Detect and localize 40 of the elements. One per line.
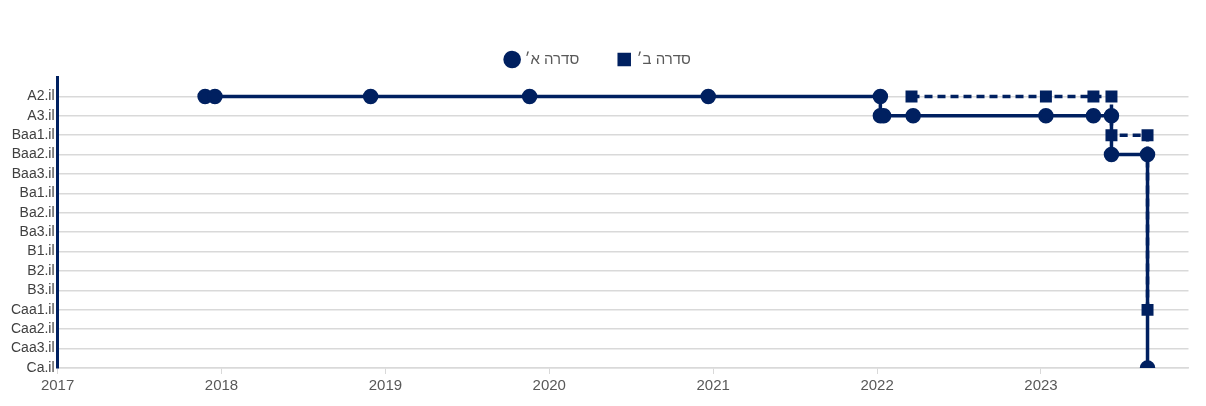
- point: [1139, 146, 1156, 163]
- x-tick-label: 2023: [1024, 376, 1058, 394]
- point: [905, 90, 918, 103]
- point: [362, 88, 379, 105]
- category-label: Ba3.il: [19, 223, 55, 240]
- x-tick-label: 2019: [368, 376, 403, 394]
- point: [1038, 107, 1054, 124]
- category-label: B3.il: [27, 281, 55, 298]
- legend-label: סדרה ב׳: [636, 49, 692, 67]
- category-label: Caa3.il: [10, 339, 55, 356]
- category-label: Baa3.il: [11, 164, 55, 181]
- x-tick-label: 2022: [860, 376, 894, 394]
- category-label: Baa2.il: [11, 145, 55, 162]
- category-label: Baa1.il: [11, 126, 55, 143]
- point: [521, 88, 538, 105]
- category-label: Ca.il: [26, 358, 55, 375]
- point: [1103, 146, 1120, 163]
- point: [1103, 107, 1120, 124]
- category-label: A2.il: [27, 87, 55, 104]
- x-tick-label: 2017: [40, 376, 75, 394]
- legend-label: סדרה א׳: [524, 49, 580, 67]
- category-label: Ba2.il: [19, 203, 55, 220]
- point: [905, 107, 921, 124]
- point: [207, 88, 223, 105]
- category-label: Ba1.il: [19, 184, 55, 201]
- x-tick-label: 2020: [532, 376, 566, 394]
- point: [1085, 107, 1102, 124]
- category-label: B2.il: [27, 261, 55, 278]
- point: [872, 88, 889, 105]
- point: [1087, 90, 1100, 103]
- point: [1105, 90, 1118, 103]
- category-label: A3.il: [27, 106, 55, 123]
- point: [1039, 90, 1052, 103]
- point: [700, 88, 717, 105]
- x-tick-label: 2018: [204, 376, 239, 394]
- point: [1141, 129, 1154, 142]
- category-label: Caa2.il: [10, 320, 55, 337]
- x-tick-label: 2021: [696, 376, 730, 394]
- category-label: B1.il: [27, 242, 55, 259]
- category-label: Caa1.il: [10, 300, 55, 317]
